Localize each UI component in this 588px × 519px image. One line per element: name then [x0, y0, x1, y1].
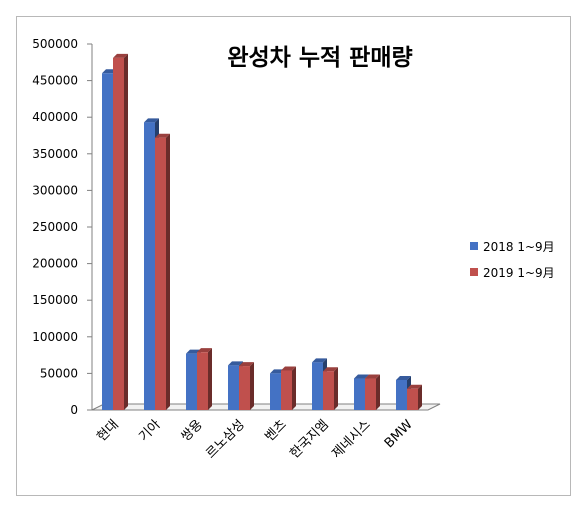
x-tick-label: 르노삼성	[203, 417, 247, 461]
bar-2019-5	[323, 367, 338, 410]
chart-axes	[87, 43, 441, 411]
y-tick-label: 200000	[32, 257, 78, 271]
legend-label-2018: 2018 1~9月	[483, 239, 555, 254]
x-tick-label: 제네시스	[329, 417, 373, 461]
y-tick-label: 150000	[32, 293, 78, 307]
y-tick-label: 50000	[40, 366, 78, 380]
bar-2019-0	[113, 53, 128, 411]
legend-swatch-2019	[470, 268, 478, 276]
y-tick-label: 0	[70, 403, 78, 417]
chart-title: 완성차 누적 판매량	[227, 45, 413, 71]
legend: 2018 1~9月 2019 1~9月	[470, 233, 555, 285]
x-tick-label: 기아	[136, 417, 164, 445]
bar-2019-7	[407, 384, 422, 410]
bar-2019-4	[281, 366, 296, 410]
legend-swatch-2018	[470, 242, 478, 250]
x-tick-label: BMW	[382, 417, 416, 451]
x-tick-label: 벤츠	[262, 417, 290, 445]
bar-2019-2	[197, 348, 212, 410]
chart-bars	[102, 53, 422, 411]
y-tick-label: 300000	[32, 183, 78, 197]
y-tick-label: 450000	[32, 74, 78, 88]
y-tick-label: 350000	[32, 147, 78, 161]
bar-2019-3	[239, 362, 254, 410]
x-tick-label: 현대	[94, 417, 122, 445]
bar-2019-6	[365, 374, 380, 410]
legend-item-2018: 2018 1~9月	[470, 233, 555, 259]
y-axis-labels: 0 50000 100000 150000 200000 250000 300000 3500…	[32, 37, 78, 417]
x-tick-label: 쌍용	[178, 417, 206, 445]
legend-label-2019: 2019 1~9月	[483, 265, 555, 280]
legend-item-2019: 2019 1~9月	[470, 259, 555, 285]
bar-2019-1	[155, 133, 170, 411]
y-tick-label: 100000	[32, 330, 78, 344]
x-tick-label: 한국지엠	[287, 417, 331, 461]
y-tick-label: 400000	[32, 110, 78, 124]
y-tick-label: 500000	[32, 37, 78, 51]
y-tick-label: 250000	[32, 220, 78, 234]
